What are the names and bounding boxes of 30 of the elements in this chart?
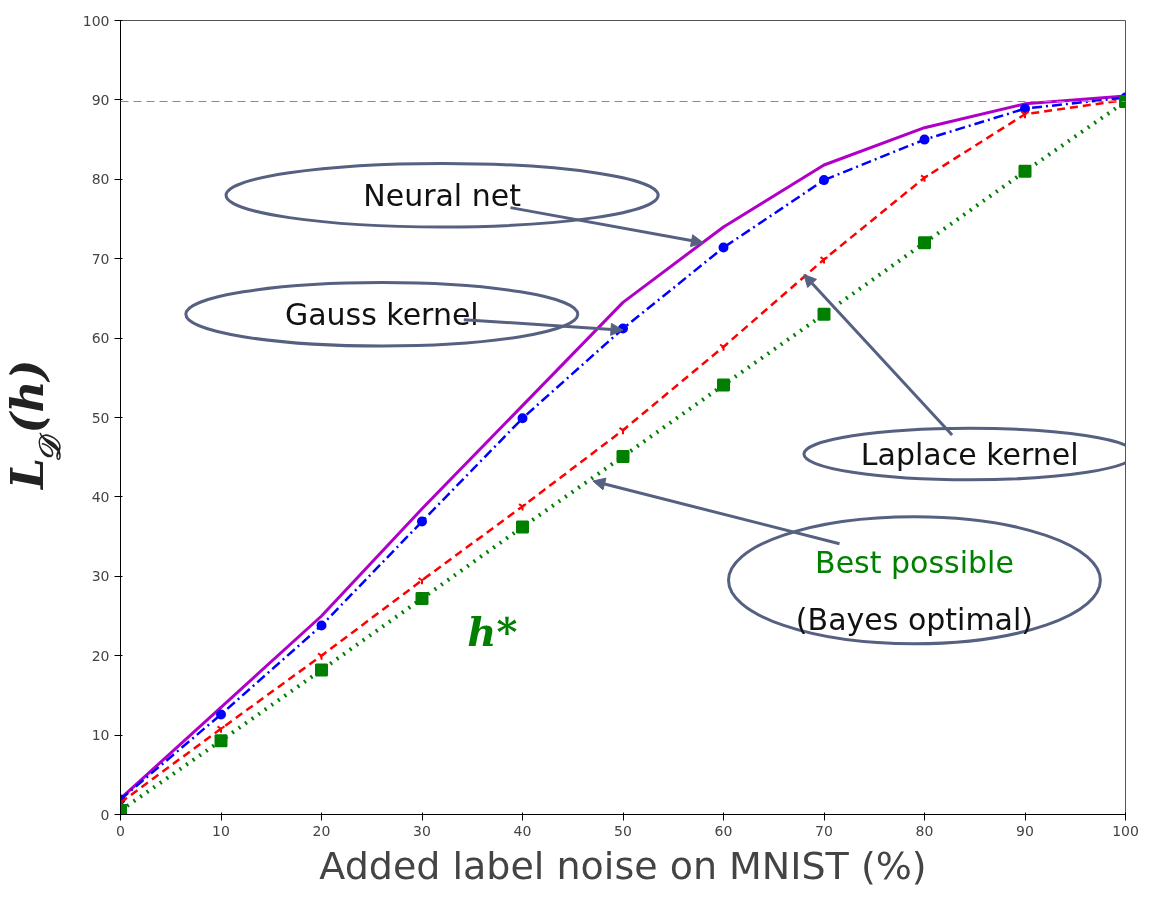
y-tick-label: 20 [91,647,110,664]
x-tick-label: 20 [312,822,331,839]
y-tick-label: 80 [91,171,110,188]
annotation: Best possible [815,545,1014,581]
annotation: Gauss kernel [284,296,479,332]
y-tick-label: 60 [91,330,110,347]
x-tick-label: 100 [1112,822,1139,839]
x-tick-label: 50 [614,822,632,839]
x-tick-label: 70 [815,822,833,839]
y-tick-label: 30 [91,568,110,585]
y-tick-label: 0 [100,806,110,823]
x-tick-label: 90 [1016,822,1034,839]
y-tick-label: 40 [91,488,110,505]
x-tick-label: 60 [714,822,733,839]
annotation: (Bayes optimal) [795,602,1034,638]
y-tick-label: 100 [82,12,110,29]
y-tick-label: 70 [91,250,110,267]
annotation: Neural net [363,177,522,213]
y-axis-title: L𝒟(h) [2,359,67,491]
y-tick-label: 50 [91,409,110,426]
y-tick-label: 90 [91,91,110,108]
x-tick-label: 80 [915,822,934,839]
annotation: Laplace kernel [860,436,1079,472]
x-tick-label: 30 [413,822,431,839]
x-tick-label: 10 [212,822,230,839]
annotation: h* [467,608,518,656]
x-axis-title: Added label noise on MNIST (%) [319,843,927,888]
x-tick-label: 40 [513,822,532,839]
x-tick-label: 0 [116,822,125,839]
y-tick-label: 10 [91,727,110,744]
